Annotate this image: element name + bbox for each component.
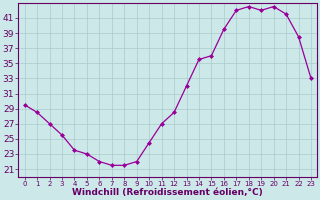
X-axis label: Windchill (Refroidissement éolien,°C): Windchill (Refroidissement éolien,°C) bbox=[72, 188, 263, 197]
